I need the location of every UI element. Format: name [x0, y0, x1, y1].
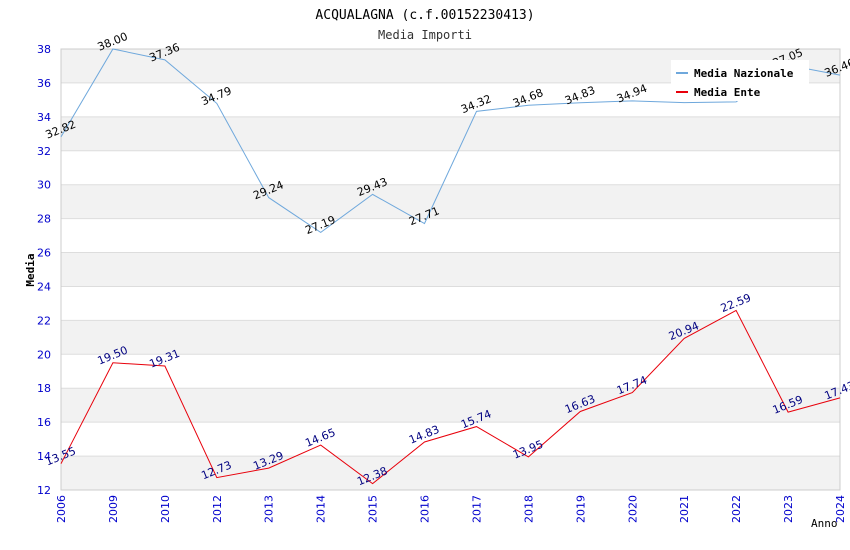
y-tick-label: 12 [37, 484, 51, 497]
x-tick-label: 2010 [159, 495, 172, 523]
data-label: 17.43 [823, 379, 850, 403]
plot-band [61, 116, 840, 151]
y-tick-label: 26 [37, 247, 51, 260]
y-tick-label: 28 [37, 213, 51, 226]
y-axis-label: Media [24, 253, 37, 286]
y-tick-label: 30 [37, 179, 51, 192]
y-tick-label: 20 [37, 348, 51, 361]
chart-title: ACQUALAGNA (c.f.00152230413) [315, 8, 534, 23]
y-tick-label: 16 [37, 416, 51, 429]
y-tick-label: 38 [37, 43, 51, 56]
x-tick-label: 2016 [419, 495, 432, 523]
legend-label-media-nazionale: Media Nazionale [694, 67, 794, 80]
plot-band [61, 456, 840, 490]
y-tick-label: 34 [37, 111, 51, 124]
y-tick-label: 14 [37, 450, 51, 463]
x-tick-label: 2006 [55, 495, 68, 523]
x-tick-label: 2023 [782, 495, 795, 523]
y-tick-label: 18 [37, 382, 51, 395]
y-axis-ticks: 12 14 16 18 20 22 24 26 28 30 32 34 36 38 [37, 43, 51, 497]
series-lines [60, 48, 841, 485]
x-tick-label: 2024 [834, 495, 847, 523]
x-axis-ticks: 2006 2009 2010 2012 2013 2014 2015 2016 2017 2018… [55, 495, 847, 523]
series-line-media-ente [60, 309, 841, 485]
plot-frame [60, 48, 841, 491]
x-tick-label: 2015 [367, 495, 380, 523]
plot-band [61, 184, 840, 219]
legend: Media Nazionale Media Ente [671, 60, 809, 101]
x-tick-label: 2012 [211, 495, 224, 523]
legend-box [671, 60, 809, 101]
plot-band [61, 320, 840, 355]
x-tick-label: 2019 [574, 495, 587, 523]
legend-label-media-ente: Media Ente [694, 86, 761, 99]
data-label: 22.59 [719, 291, 753, 315]
chart-subtitle: Media Importi [378, 28, 472, 42]
x-tick-label: 2017 [470, 495, 483, 523]
x-tick-label: 2022 [730, 495, 743, 523]
plot-band [61, 388, 840, 423]
data-label: 34.68 [511, 86, 545, 110]
x-tick-label: 2021 [678, 495, 691, 523]
gridlines [61, 48, 840, 491]
x-tick-label: 2014 [315, 495, 328, 523]
plot-band [61, 252, 840, 287]
plot-bands [61, 49, 840, 490]
y-tick-label: 22 [37, 314, 51, 327]
data-label: 14.83 [407, 423, 441, 447]
x-tick-label: 2018 [522, 495, 535, 523]
y-tick-label: 32 [37, 145, 51, 158]
x-axis-label: Anno [811, 517, 838, 530]
series-line-media-nazionale [60, 48, 841, 234]
data-label: 34.94 [615, 82, 649, 106]
y-tick-label: 36 [37, 77, 51, 90]
y-tick-label: 24 [37, 280, 51, 293]
data-label: 14.65 [303, 426, 337, 450]
x-tick-label: 2013 [263, 495, 276, 523]
x-tick-label: 2020 [626, 495, 639, 523]
data-label: 34.83 [563, 84, 597, 108]
data-label: 34.79 [199, 84, 233, 108]
x-tick-label: 2009 [107, 495, 120, 523]
